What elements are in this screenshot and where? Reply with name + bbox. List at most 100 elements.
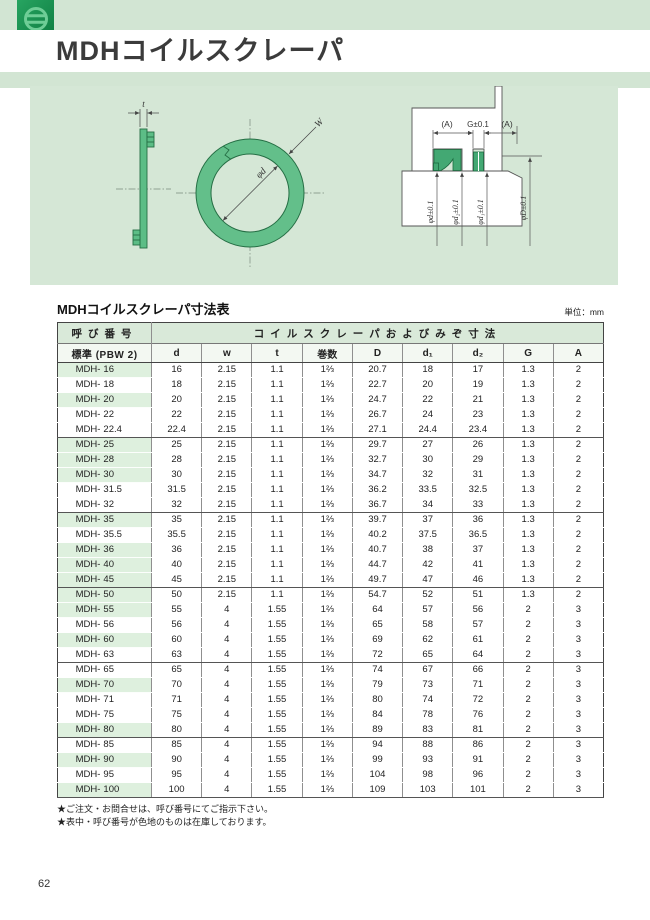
dimension-cell: 1⅔ [301,422,353,438]
dimension-cell: 20 [150,392,202,408]
dimension-cell: 1.3 [502,527,554,543]
dimension-cell: 21 [452,392,504,408]
dimension-cell: 49.7 [351,572,403,588]
dimension-cell: 37 [402,512,453,528]
side-view-figure: t [116,99,171,249]
dimension-cell: 44.7 [351,557,403,573]
dimension-cell: 2.15 [201,362,252,378]
dimension-cell: 2 [502,707,554,723]
dimension-cell: 1.3 [502,587,554,603]
dimension-cell: 54.7 [351,587,403,603]
technical-drawing: t φd W [116,86,542,267]
dia-d-dim-label: φd±0.1 [426,201,435,224]
dimension-cell: 1.55 [251,752,303,768]
dimension-cell: 2 [552,407,604,423]
dimension-cell: 2 [552,392,604,408]
dimension-cell: 32.7 [351,452,403,468]
seal-profile [433,149,462,171]
table-row: MDH- 25 25 2.15 1.1 1⅔ 29.7 27 26 1.3 2 [57,437,604,453]
dimension-cell: 22 [402,392,453,408]
dimension-cell: 29 [452,452,504,468]
dimension-cell: 36 [150,542,202,558]
dimension-cell: 40 [150,557,202,573]
dimension-cell: 2 [552,527,604,543]
table-row: MDH- 45 45 2.15 1.1 1⅔ 49.7 47 46 1.3 2 [57,572,604,588]
dimension-cell: 36.2 [351,482,403,498]
dimension-cell: 64 [452,647,504,663]
dimension-cell: 104 [351,767,403,783]
dimension-cell: 22.7 [351,377,403,393]
table-row: MDH- 16 16 2.15 1.1 1⅔ 20.7 18 17 1.3 2 [57,362,604,378]
dimension-cell: 62 [402,632,453,648]
dimension-cell: 33.5 [402,482,453,498]
table-row: MDH- 50 50 2.15 1.1 1⅔ 54.7 52 51 1.3 2 [57,587,604,603]
dimension-cell: 46 [452,572,504,588]
dimension-cell: 89 [351,722,403,738]
table-row: MDH- 35.5 35.5 2.15 1.1 1⅔ 40.2 37.5 36.5 1.3 2 [57,527,604,543]
dimension-cell: 56 [150,617,202,633]
dimension-cell: 45 [150,572,202,588]
dimension-cell: 1⅔ [301,437,353,453]
dim-g-label: G±0.1 [467,120,489,129]
dimension-cell: 27 [402,437,453,453]
footnote-stock: ★表中・呼び番号が色地のものは在庫しております。 [57,817,272,828]
table-row: MDH- 36 36 2.15 1.1 1⅔ 40.7 38 37 1.3 2 [57,542,604,558]
dimension-cell: 1⅔ [301,782,353,798]
dimension-cell: 98 [402,767,453,783]
dimension-cell: 26.7 [351,407,403,423]
dimension-cell: 30 [402,452,453,468]
dimension-cell: 56 [452,602,504,618]
dimension-cell: 1.1 [251,437,303,453]
dimension-cell: 109 [351,782,403,798]
dimension-cell: 99 [351,752,403,768]
dimension-cell: 23.4 [452,422,504,438]
dia-d1-dim-label: φd₁±0.1 [476,199,485,225]
part-number-cell: MDH- 45 [57,572,152,588]
col-header-turns: 巻数 [301,343,353,363]
dimension-cell: 2 [502,692,554,708]
dimension-cell: 17 [452,362,504,378]
dimension-cell: 19 [452,377,504,393]
dimension-cell: 2 [502,737,554,753]
dimension-cell: 3 [552,707,604,723]
dimension-cell: 25 [150,437,202,453]
dimension-cell: 1⅔ [301,692,353,708]
dimension-cell: 2.15 [201,467,252,483]
dimension-cell: 37 [452,542,504,558]
col-header-d2: d₂ [452,343,504,363]
dim-a-left-label: (A) [441,119,453,129]
part-number-cell: MDH- 50 [57,587,152,603]
dia-d2-dim-label: φd₂±0.1 [451,199,460,225]
dimension-cell: 2 [502,602,554,618]
dimension-cell: 2.15 [201,557,252,573]
dimension-cell: 2.15 [201,542,252,558]
dimension-cell: 1⅔ [301,767,353,783]
dimension-cell: 4 [201,767,252,783]
dimension-cell: 24.7 [351,392,403,408]
dimension-cell: 55 [150,602,202,618]
dimension-cell: 81 [452,722,504,738]
part-number-cell: MDH- 16 [57,362,152,378]
dimension-cell: 1.1 [251,392,303,408]
dimension-cell: 1⅔ [301,482,353,498]
dimension-cell: 1⅔ [301,662,353,678]
dimension-cell: 103 [402,782,453,798]
dimension-cell: 1.1 [251,572,303,588]
dimension-cell: 78 [402,707,453,723]
dimension-cell: 1⅔ [301,617,353,633]
part-number-group-header: 呼び番号 [57,322,152,344]
dimension-cell: 4 [201,737,252,753]
col-header-A: A [552,343,604,363]
dimension-cell: 1⅔ [301,467,353,483]
dimension-cell: 1⅔ [301,377,353,393]
dimension-table: 呼び番号 コイルスクレーパおよびみぞ寸法 標準 (PBW 2) d w t 巻数… [57,322,604,798]
dimension-cell: 4 [201,647,252,663]
ring-figure: φd W [176,116,327,267]
dimension-cell: 94 [351,737,403,753]
dimension-cell: 2.15 [201,377,252,393]
part-number-cell: MDH- 75 [57,707,152,723]
dimension-cell: 1.55 [251,602,303,618]
dimension-cell: 67 [402,662,453,678]
page-title: MDHコイルスクレーパ [56,36,345,66]
dimension-cell: 2 [502,752,554,768]
